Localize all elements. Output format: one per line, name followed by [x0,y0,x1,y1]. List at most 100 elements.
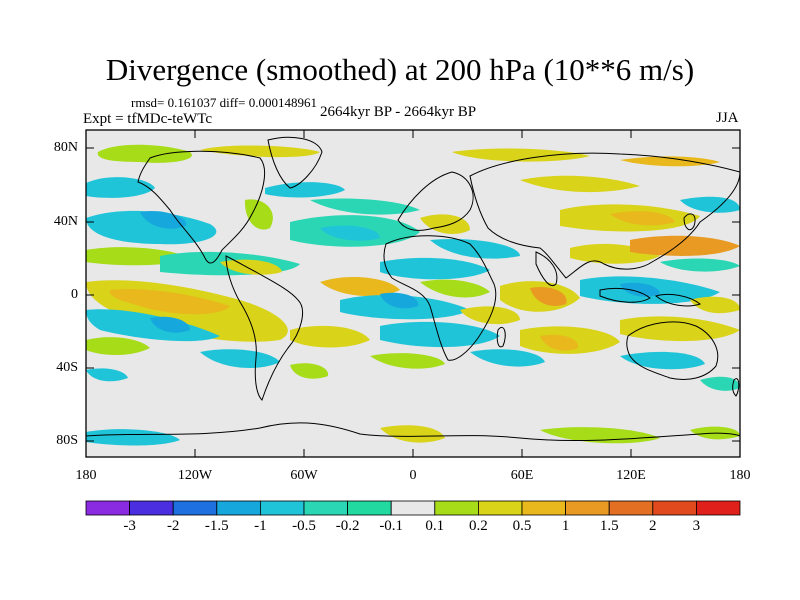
field-patch [540,334,579,351]
coastline [654,293,702,307]
field-patch [244,199,273,230]
field-patch [430,238,520,259]
coastline [626,321,719,380]
field-patch [520,175,640,193]
coastline [137,150,265,264]
lat-label: 0 [71,287,78,302]
colorbar-label: 0.5 [512,518,532,534]
field-patch [86,309,220,342]
field-patch [86,368,128,382]
colorbar-swatch [216,500,261,516]
field-patch [460,306,520,325]
colorbar-swatch [434,500,479,516]
season-label: JJA [716,110,739,126]
coastlines [86,136,740,442]
colorbar-swatch [303,500,348,516]
lon-label: 180 [729,468,751,483]
coastline [397,171,474,231]
lon-label: 120E [616,468,646,483]
colorbar-label: -3 [123,518,136,534]
field-patch [86,429,180,446]
colorbar-label: -2 [166,518,180,534]
stats-text: rmsd= 0.161037 diff= 0.000148961 [131,95,317,110]
colorbar-swatch [129,500,174,516]
field-patch [660,258,740,272]
colorbar-label: -0.5 [292,518,316,534]
lon-label: 180 [75,468,97,483]
field-patch [109,289,230,315]
colorbar-label: 0.2 [469,518,488,534]
field-patch [200,349,280,368]
colorbar-label: -0.1 [379,518,404,534]
colorbar-swatch [521,500,566,516]
field-patch [290,363,329,379]
colorbar-swatch [347,500,392,516]
map-title: Divergence (smoothed) at 200 hPa (10**6 … [105,52,695,87]
period-label: 2664kyr BP - 2664kyr BP [320,104,477,120]
field-patch [380,257,490,280]
colorbar-label: 1 [561,518,570,534]
field-patch [310,198,420,215]
colorbar-label: 3 [692,518,701,534]
field-patch [86,210,217,245]
coastline [86,422,740,442]
coastline [599,287,651,303]
divergence-field [86,144,740,446]
lon-label: 120W [177,468,213,483]
coastline [469,152,740,279]
field-patch [380,321,500,348]
colorbar-label: 1.5 [599,518,619,534]
lon-label: 0 [409,468,417,483]
coastline [535,251,558,286]
field-patch [380,292,419,309]
field-patch [420,214,470,234]
coastline [225,255,303,401]
field-patch [150,316,190,333]
coastline [267,136,323,189]
field-patch [97,144,192,163]
field-patch [452,148,590,162]
colorbar [85,500,741,516]
field-patch [220,259,282,275]
lat-label: 40N [53,214,78,229]
coastline [683,213,696,231]
field-patch [530,286,567,307]
field-patch [86,337,150,355]
colorbar-swatch [477,500,523,516]
colorbar-label: 0.1 [425,518,445,534]
coastline [732,378,740,397]
field-patch [370,353,445,369]
experiment-label: Expt = tfMDc-teWTc [83,111,213,127]
lon-label: 60W [290,468,318,483]
field-patch [200,145,320,158]
field-patch [690,296,740,314]
lat-label: 80S [56,433,78,448]
colorbar-label: -0.2 [335,518,360,534]
field-patch [630,235,740,256]
colorbar-swatch [259,500,305,516]
field-patch [265,182,345,198]
colorbar-swatch [696,500,741,516]
field-patch [470,349,545,367]
field-patch [620,282,660,297]
field-patch [540,427,660,444]
field-patch [700,376,740,391]
field-patch [290,325,370,348]
coastline [496,326,506,348]
field-patch [620,316,740,342]
field-patch [610,211,675,226]
colorbar-swatch [608,500,654,516]
colorbar-swatch [565,500,610,516]
colorbar-label: 2 [649,518,657,534]
field-patch [420,279,490,298]
colorbar-swatch [172,500,218,516]
axis-ticks [86,130,740,457]
lon-label: 60E [510,468,534,483]
colorbar-label: -1 [254,518,267,534]
colorbar-swatch [85,500,130,516]
field-patch [620,156,720,167]
field-patch [140,210,187,229]
lat-label: 40S [56,360,78,375]
field-patch [320,276,400,297]
